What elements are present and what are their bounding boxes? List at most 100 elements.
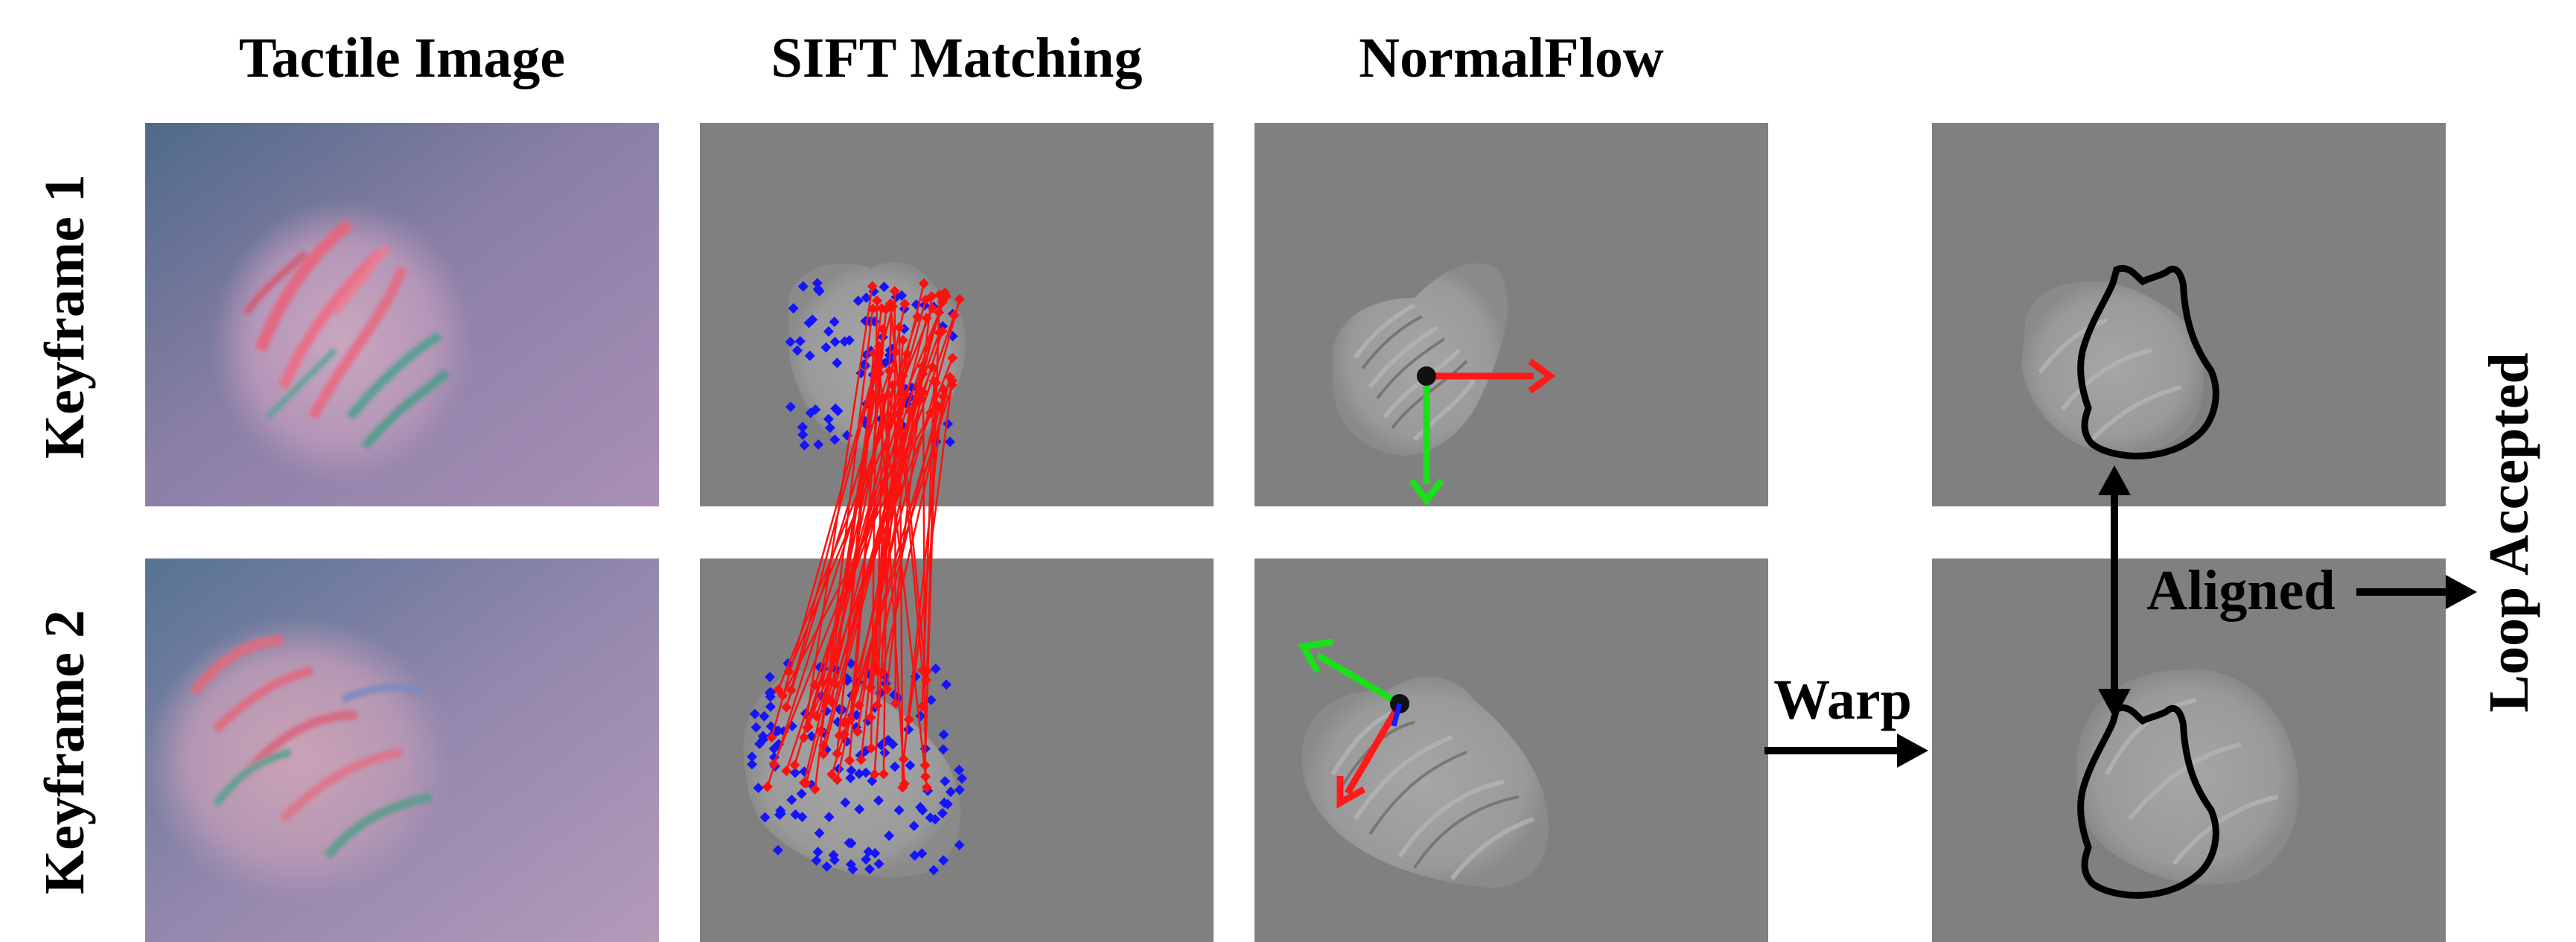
sift-keypoint (930, 663, 941, 675)
sift-match-endpoint (903, 714, 914, 725)
sift-match-endpoint (878, 768, 889, 780)
sift-match-endpoint (934, 327, 945, 338)
sift-keypoint (930, 814, 941, 825)
sift-keypoint (954, 784, 965, 795)
sift-match-endpoint (925, 407, 936, 419)
sift-keypoint (954, 765, 965, 776)
sift-keypoint (925, 694, 937, 705)
sift-keypoint (753, 783, 764, 794)
sift-keypoint (893, 805, 905, 816)
sift-keypoint (814, 827, 825, 838)
sift-keypoint (882, 734, 893, 745)
row-label-keyframe-2: Keyframe 2 (34, 610, 96, 894)
aligned-panel-keyframe-2 (1932, 558, 2446, 942)
contour-keyframe-2 (2077, 704, 2219, 899)
sift-match-line (870, 300, 879, 748)
sift-keypoint (854, 803, 865, 815)
sift-keypoint (812, 847, 823, 858)
sift-match-lines (762, 278, 965, 795)
sift-keypoint (828, 850, 839, 861)
sift-keypoint (954, 839, 965, 850)
sift-match-endpoint (809, 679, 820, 690)
sift-match-endpoint (940, 287, 951, 299)
sift-match-line (849, 309, 887, 720)
sift-keypoint (765, 701, 776, 712)
sift-match-line (922, 392, 927, 777)
column-title-tactile: Tactile Image (239, 27, 565, 89)
sift-keypoint (941, 679, 952, 690)
sift-match-endpoint (871, 295, 882, 306)
sift-keypoint (747, 759, 758, 770)
sift-keypoint (884, 830, 895, 841)
normalflow-panel-keyframe-2 (1254, 558, 1768, 942)
sift-match-endpoint (897, 334, 908, 346)
sift-match-endpoint (899, 778, 910, 789)
sift-match-endpoint (866, 742, 877, 754)
sift-keypoint (879, 281, 890, 293)
sift-match-endpoint (918, 278, 929, 289)
sift-match-line (902, 389, 945, 760)
sift-match-line (771, 352, 881, 738)
sift-match-endpoint (768, 758, 780, 769)
sift-keypoint (759, 710, 770, 722)
sift-match-endpoint (777, 690, 788, 701)
sift-keypoint (824, 422, 835, 433)
sift-match-line (785, 302, 944, 771)
column-title-sift: SIFT Matching (771, 27, 1142, 89)
sift-keypoint (840, 797, 851, 808)
sift-keypoint (852, 295, 864, 306)
sift-match-endpoint (890, 698, 901, 709)
sift-match-endpoint (884, 365, 895, 376)
sift-keypoint (759, 812, 771, 823)
sift-match-endpoint (926, 291, 937, 302)
sift-match-line (831, 308, 883, 703)
sift-match-endpoint (944, 372, 955, 383)
sift-keypoint (945, 786, 956, 798)
sift-keypoint (939, 798, 950, 809)
sift-match-endpoint (826, 768, 838, 780)
sift-keypoint (937, 744, 949, 755)
sift-match-endpoint (931, 378, 942, 389)
sift-match-endpoint (766, 732, 777, 743)
sift-keypoint (799, 439, 810, 451)
sift-keypoint (788, 302, 799, 314)
sift-match-endpoint (844, 755, 855, 766)
sift-keypoint (832, 357, 843, 369)
sift-match-endpoint (947, 352, 958, 363)
sift-keypoint (889, 761, 900, 772)
sift-keypoint (785, 337, 796, 348)
sift-keypoint (797, 421, 808, 433)
sift-keypoint (807, 314, 818, 325)
sift-keypoint (861, 854, 872, 865)
sift-match-endpoint (817, 677, 828, 688)
sift-match-line (875, 398, 884, 671)
sift-match-line (843, 396, 945, 735)
sift-keypoint (796, 788, 807, 799)
sift-match-line (785, 370, 890, 708)
sift-keypoint (790, 809, 801, 820)
sift-keypoint (749, 708, 760, 719)
sift-match-line (870, 385, 894, 718)
normalflow-panel-keyframe-1 (1254, 123, 1768, 506)
sift-keypoint (944, 436, 955, 448)
aligned-label: Aligned (2146, 559, 2335, 622)
sift-keypoint (797, 281, 809, 292)
sift-keypoint (846, 838, 857, 849)
sift-keypoint (811, 855, 822, 866)
sift-keypoint (765, 672, 776, 683)
sift-match-endpoint (865, 712, 876, 723)
sift-keypoint (829, 434, 841, 445)
sift-keypoint (813, 439, 824, 450)
sift-match-endpoint (917, 368, 928, 379)
sift-match-endpoint (871, 665, 882, 676)
sift-match-endpoint (855, 754, 867, 766)
sift-match-endpoint (852, 726, 863, 737)
sift-match-endpoint (946, 379, 957, 390)
sift-match-endpoint (921, 782, 932, 793)
sift-keypoint (768, 743, 780, 754)
sift-match-line (856, 410, 911, 732)
aligned-double-arrow (2098, 465, 2131, 719)
sift-keypoint (909, 850, 920, 861)
sift-keypoint (790, 767, 801, 778)
